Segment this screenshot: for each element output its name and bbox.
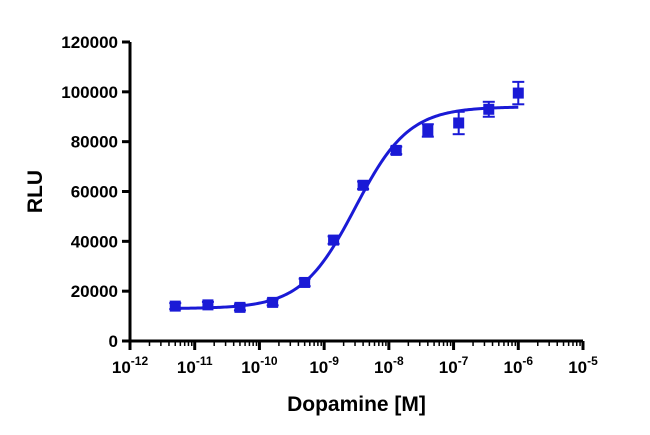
x-tick-label: 10-11 [177, 354, 213, 377]
y-tick-label: 0 [109, 332, 118, 351]
data-point [267, 296, 279, 308]
data-point [357, 179, 369, 191]
y-axis-ticks: 0 20000 40000 60000 80000 100000 120000 [61, 33, 130, 351]
y-tick-label: 20000 [71, 282, 118, 301]
y-axis-title: RLU [24, 170, 47, 213]
fit-curve [175, 105, 519, 310]
x-tick-label: 10-10 [241, 354, 278, 377]
x-tick-label: 10-5 [568, 354, 598, 377]
y-tick-label: 120000 [61, 33, 118, 52]
data-point [453, 117, 465, 129]
y-tick-label: 80000 [71, 133, 118, 152]
data-points [169, 80, 525, 313]
data-point [234, 301, 246, 313]
data-point [483, 103, 495, 115]
data-point [299, 276, 311, 288]
y-tick-label: 60000 [71, 183, 118, 202]
x-tick-label: 10-8 [374, 354, 404, 377]
data-point [202, 299, 214, 311]
y-tick-label: 40000 [71, 232, 118, 251]
data-point [169, 300, 181, 312]
x-tick-label: 10-6 [503, 354, 533, 377]
data-point [328, 234, 340, 246]
data-point [512, 87, 524, 99]
data-point [390, 144, 402, 156]
axes [128, 42, 583, 343]
x-axis-ticks: 10-12 10-11 10-10 10-9 10-8 10-7 10-6 10-5 [112, 341, 598, 377]
x-tick-label: 10-12 [112, 354, 149, 377]
x-tick-label: 10-9 [309, 354, 339, 377]
data-point [422, 124, 434, 136]
x-axis-title: Dopamine [M] [287, 393, 426, 416]
x-tick-label: 10-7 [439, 354, 469, 377]
y-tick-label: 100000 [61, 83, 118, 102]
